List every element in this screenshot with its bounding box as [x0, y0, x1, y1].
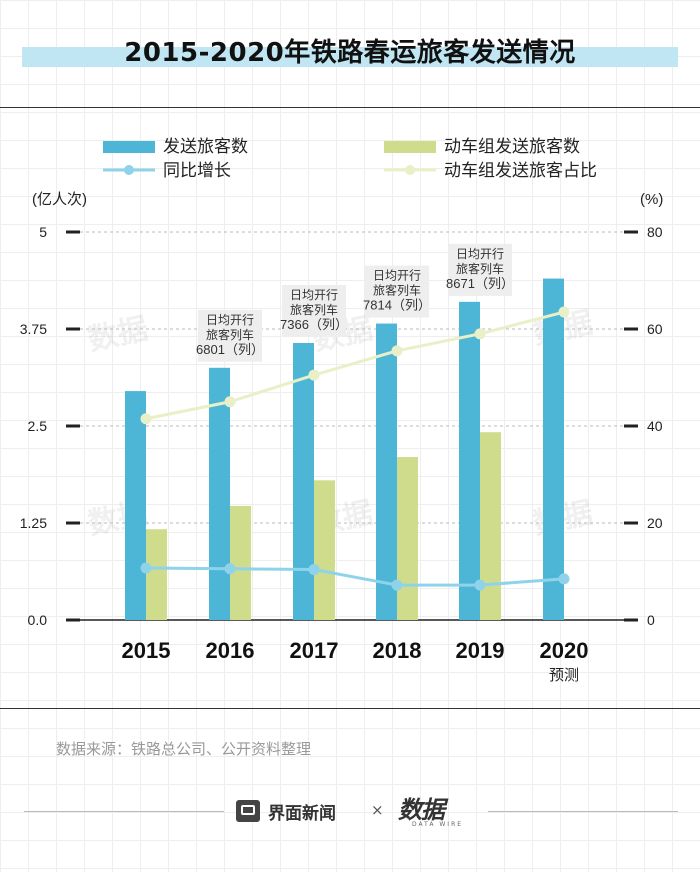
annotation-text: 7366（列）: [280, 317, 348, 332]
bar-total-2018: [376, 323, 397, 620]
watermark-text: 数据: [85, 312, 151, 357]
left-axis-unit: (亿人次): [32, 191, 87, 208]
annotation-box-2016: [198, 309, 262, 362]
annotation-text: 8671（列）: [446, 276, 514, 291]
bar-emu-2015: [146, 529, 167, 620]
legend-label: 动车组发送旅客数: [444, 137, 580, 156]
title-band: [22, 47, 678, 67]
annotation-text: 旅客列车: [290, 302, 338, 317]
x-tick-label-2019: 2019: [456, 638, 505, 663]
annotation-text: 日均开行: [290, 288, 338, 302]
footer-divider-left: [24, 811, 224, 812]
annotation-text: 日均开行: [206, 313, 254, 327]
right-axis-unit: (%): [640, 191, 663, 208]
datawire-logo: 数据 DATA WIRE: [398, 790, 478, 828]
right-tick-label: 20: [647, 515, 663, 531]
bar-total-2019: [459, 301, 480, 620]
footer-divider-right: [488, 811, 678, 812]
annotation-text: 旅客列车: [373, 283, 421, 298]
growth-point-2020: [558, 573, 570, 585]
legend-swatch-marker-growth: [124, 165, 134, 175]
annotation-text: 旅客列车: [456, 261, 504, 276]
left-tick-label: 3.75: [20, 321, 47, 337]
datawire-logo-sub: DATA WIRE: [412, 821, 464, 828]
bar-emu-2018: [397, 457, 418, 620]
annotation-text: 日均开行: [373, 269, 421, 283]
x-tick-label-2016: 2016: [206, 638, 255, 663]
growth-point-2017: [308, 564, 320, 576]
growth-point-2019: [474, 579, 486, 591]
share-point-2017: [308, 369, 320, 381]
share-point-2018: [391, 345, 403, 357]
growth-point-2015: [140, 562, 152, 574]
share-point-2015: [140, 413, 152, 425]
chart-panel: 数据数据数据数据数据数据0.001.25202.5403.7560580(亿人次…: [0, 107, 700, 709]
x-tick-label-2015: 2015: [122, 638, 171, 663]
annotation-text: 旅客列车: [206, 327, 254, 342]
datawire-logo-main: 数据: [398, 796, 445, 824]
legend-swatch-marker-share: [405, 165, 415, 175]
share-line: [145, 310, 565, 421]
share-point-2016: [224, 396, 236, 408]
annotation-box-2018: [365, 265, 429, 318]
brand-name: 界面新闻: [268, 803, 336, 824]
share-point-2019: [474, 328, 486, 340]
growth-point-2018: [391, 579, 403, 591]
legend-swatch-bar-emu: [384, 141, 436, 153]
chart-svg: 数据数据数据数据数据数据0.001.25202.5403.7560580(亿人次…: [20, 137, 664, 684]
legend-label: 发送旅客数: [163, 137, 248, 156]
annotation-box-2019: [448, 243, 512, 296]
share-point-2020: [558, 306, 570, 318]
right-tick-label: 60: [647, 321, 663, 337]
right-tick-label: 0: [647, 612, 655, 628]
legend-label: 同比增长: [163, 161, 231, 180]
bar-total-2020: [543, 278, 564, 620]
chart-title: 2015-2020年铁路春运旅客发送情况: [124, 38, 576, 68]
growth-line: [145, 566, 565, 587]
annotation-box-2017: [282, 284, 346, 337]
x-tick-label-2018: 2018: [373, 638, 422, 663]
annotation-text: 日均开行: [456, 247, 504, 261]
bar-total-2016: [209, 367, 230, 620]
left-tick-label: 1.25: [20, 515, 47, 531]
x-tick-label-2017: 2017: [290, 638, 339, 663]
bar-emu-2019: [480, 432, 501, 620]
right-tick-label: 40: [647, 418, 663, 434]
legend-label: 动车组发送旅客占比: [444, 161, 597, 180]
times-sign: ×: [371, 801, 384, 819]
x-tick-sublabel: 预测: [549, 667, 579, 684]
left-tick-label: 0.0: [28, 612, 48, 628]
annotation-text: 7814（列）: [363, 298, 431, 313]
jiemian-logo-icon: [236, 800, 260, 822]
bar-emu-2016: [230, 505, 251, 620]
right-tick-label: 80: [647, 224, 663, 240]
jiemian-brand: 界面新闻: [236, 798, 336, 824]
left-tick-label: 2.5: [28, 418, 48, 434]
bar-total-2017: [293, 342, 314, 620]
x-tick-label-2020: 2020: [540, 638, 589, 663]
legend-swatch-bar-total: [103, 141, 155, 153]
annotation-text: 6801（列）: [196, 342, 264, 357]
bar-emu-2017: [314, 480, 335, 620]
growth-point-2016: [224, 563, 236, 575]
bar-total-2015: [125, 391, 146, 620]
source-note: 数据来源：铁路总公司、公开资料整理: [56, 740, 312, 758]
left-tick-label: 5: [39, 224, 47, 240]
